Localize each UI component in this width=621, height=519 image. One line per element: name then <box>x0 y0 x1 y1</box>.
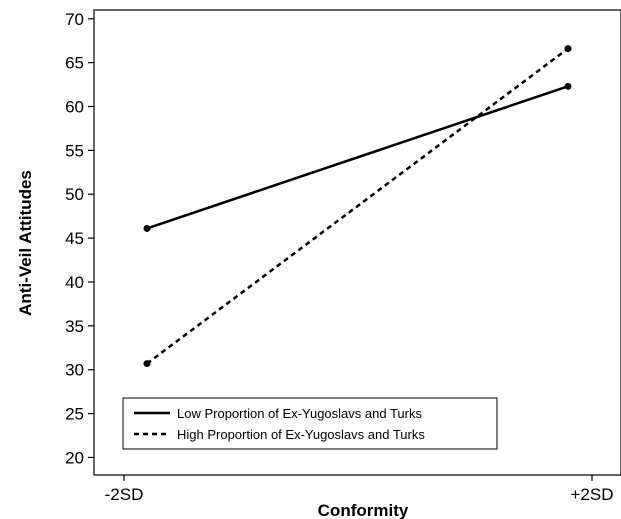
y-tick-label: 70 <box>65 10 84 29</box>
legend-label-low: Low Proportion of Ex-Yugoslavs and Turks <box>177 406 422 421</box>
x-axis-title: Conformity <box>318 501 409 519</box>
data-point <box>564 45 572 53</box>
y-tick-label: 45 <box>65 229 84 248</box>
y-axis: 20 25 30 35 40 45 50 55 60 65 70 <box>65 10 94 467</box>
y-tick-label: 65 <box>65 54 84 73</box>
y-tick-label: 40 <box>65 273 84 292</box>
y-tick-label: 60 <box>65 98 84 117</box>
y-axis-title: Anti-Veil Attitudes <box>16 170 35 316</box>
series-layer <box>143 45 572 368</box>
y-tick-label: 20 <box>65 448 84 467</box>
series-line-high <box>146 47 569 365</box>
legend: Low Proportion of Ex-Yugoslavs and Turks… <box>122 397 498 450</box>
data-point <box>143 360 151 368</box>
data-point <box>564 82 572 90</box>
y-tick-label: 55 <box>65 141 84 160</box>
y-tick-label: 50 <box>65 185 84 204</box>
y-tick-label: 35 <box>65 317 84 336</box>
y-tick-label: 30 <box>65 361 84 380</box>
plot-frame <box>93 9 621 476</box>
series-line-low <box>146 85 569 230</box>
legend-label-high: High Proportion of Ex-Yugoslavs and Turk… <box>177 427 425 442</box>
x-tick-label: +2SD <box>571 485 614 504</box>
data-point <box>143 224 151 232</box>
legend-box <box>122 397 498 450</box>
x-tick-label: -2SD <box>105 485 144 504</box>
y-tick-label: 25 <box>65 405 84 424</box>
x-axis: -2SD +2SD <box>105 475 614 504</box>
